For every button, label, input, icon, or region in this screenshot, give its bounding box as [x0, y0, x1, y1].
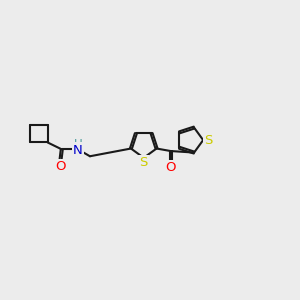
Text: N: N	[73, 143, 83, 157]
Text: O: O	[55, 160, 65, 173]
Text: O: O	[165, 161, 176, 174]
Text: S: S	[140, 156, 148, 169]
Text: H: H	[74, 138, 83, 151]
Text: S: S	[204, 134, 212, 147]
